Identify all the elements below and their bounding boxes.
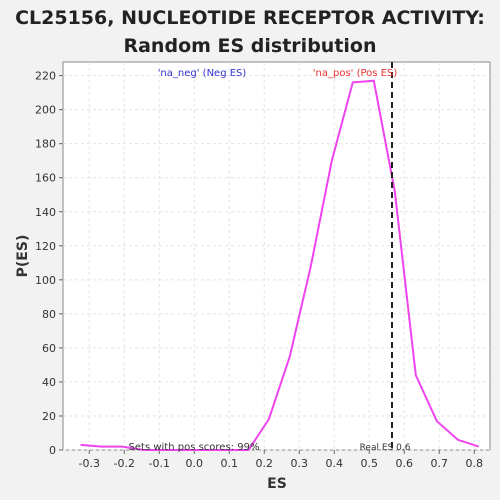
x-tick-label: 0.2 [256,457,274,470]
x-tick-label: -0.3 [79,457,100,470]
x-tick-label: 0.1 [221,457,239,470]
pos-es-label: 'na_pos' (Pos ES) [313,68,398,79]
y-tick-label: 120 [35,240,56,253]
series-layer [80,79,480,451]
chart-title-line1: CL25156, NUCLEOTIDE RECEPTOR ACTIVITY: [15,7,485,29]
y-tick-label: 180 [35,138,56,151]
y-tick-label: 140 [35,206,56,219]
x-tick-label: -0.2 [114,457,135,470]
y-tick-label: 40 [42,376,56,389]
series-line [80,79,480,451]
x-tick-label: 0.7 [431,457,449,470]
y-tick-label: 220 [35,70,56,83]
y-tick-label: 160 [35,172,56,185]
y-tick-label: 0 [49,444,56,457]
sets-pos-label: Sets with pos scores: 99% [129,442,260,453]
y-tick-label: 100 [35,274,56,287]
x-tick-label: 0.0 [186,457,204,470]
neg-es-label: 'na_neg' (Neg ES) [158,68,247,79]
x-tick-label: -0.1 [149,457,170,470]
chart-title-line2: Random ES distribution [123,35,377,57]
axis-ticks: -0.3 -0.2 -0.1 0.0 0.1 0.2 0.3 0.4 0.5 0.6 0.7 0.8 0… [35,70,483,470]
x-tick-label: 0.4 [326,457,344,470]
y-tick-label: 60 [42,342,56,355]
y-axis-label: P(ES) [15,235,31,278]
plot-area [62,61,491,451]
y-tick-label: 200 [35,104,56,117]
y-tick-label: 20 [42,410,56,423]
grid-lines [63,62,490,451]
x-axis-label: ES [267,476,287,492]
x-tick-label: 0.3 [291,457,309,470]
chart-title: CL25156, NUCLEOTIDE RECEPTOR ACTIVITY: R… [0,4,500,60]
y-tick-label: 80 [42,308,56,321]
real-es-label: Real ES 0.6 [360,443,411,453]
x-tick-label: 0.5 [361,457,379,470]
x-tick-label: 0.8 [466,457,484,470]
x-tick-label: 0.6 [396,457,414,470]
